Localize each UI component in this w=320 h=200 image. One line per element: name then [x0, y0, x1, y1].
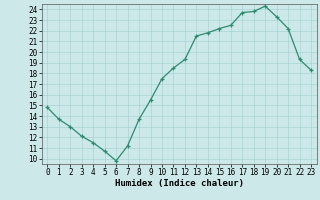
X-axis label: Humidex (Indice chaleur): Humidex (Indice chaleur): [115, 179, 244, 188]
